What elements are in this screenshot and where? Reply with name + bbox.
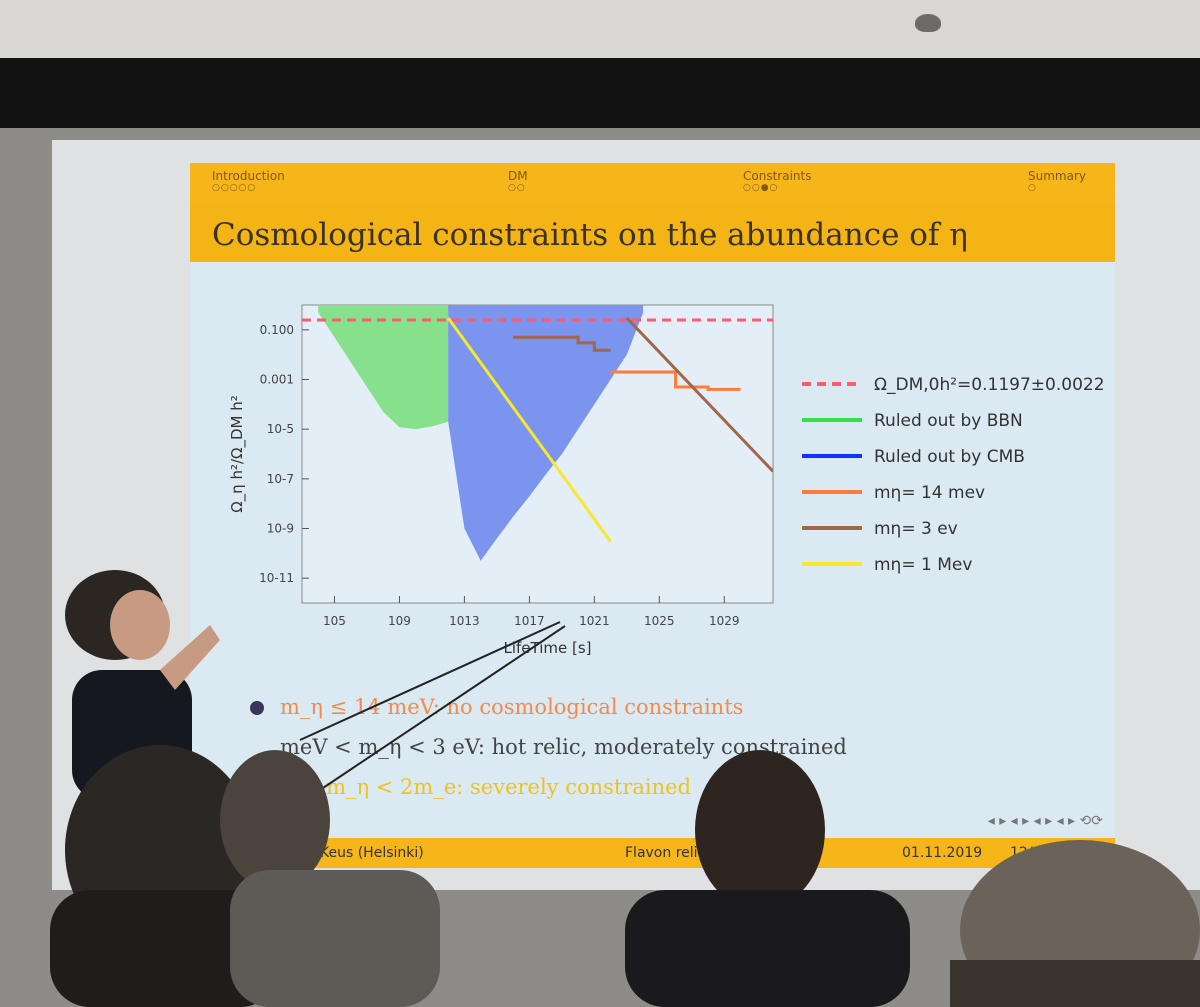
bullet-dot-icon [250, 701, 264, 715]
nav-section-constraints[interactable]: Constraints ○○●○ [743, 169, 811, 193]
nav-label: Summary [1028, 169, 1086, 183]
nav-dots: ○○●○ [743, 183, 779, 193]
nav-dots: ○○ [508, 183, 526, 193]
y-tick-label: 0.100 [260, 323, 294, 337]
y-tick-label: 10-5 [267, 422, 294, 436]
nav-label: Introduction [212, 169, 285, 183]
region-ruled-out-by-cmb [448, 305, 644, 561]
x-tick-label: 1013 [449, 614, 480, 628]
y-tick-label: 10-9 [267, 522, 294, 536]
x-tick-label: 1025 [644, 614, 675, 628]
x-tick-label: 1017 [514, 614, 545, 628]
series-line-4 [446, 317, 612, 543]
ceiling [0, 0, 1200, 60]
legend-label: mη= 3 ev [874, 519, 958, 539]
y-tick-label: 10-7 [267, 472, 294, 486]
bullet-item: V < m_η < 2m_e: severely constrained [280, 775, 692, 799]
presentation-slide: Introduction ○○○○○ DM ○○ Constraints ○○●○ S… [190, 163, 1115, 868]
nav-section-introduction[interactable]: Introduction ○○○○○ [212, 169, 285, 193]
x-tick-label: 109 [388, 614, 411, 628]
bullet-item: meV < m_η < 3 eV: hot relic, moderately … [280, 735, 847, 759]
projector-frame [0, 58, 1200, 130]
nav-section-dm[interactable]: DM ○○ [508, 169, 528, 193]
slide-nav-bar: Introduction ○○○○○ DM ○○ Constraints ○○●○ S… [190, 163, 1115, 205]
slide-footer: Keus (Helsinki) Flavon relic 01.11.2019 … [190, 838, 1115, 868]
bullet-list: m_η ≤ 14 meV: no cosmological constraint… [240, 683, 1100, 833]
series-line-3 [513, 335, 611, 352]
footer-page: 12/14 [1010, 845, 1051, 861]
x-tick-label: 105 [323, 614, 346, 628]
legend-label: mη= 14 mev [874, 483, 985, 503]
nav-label: Constraints [743, 169, 812, 183]
region-ruled-out-by-bbn [318, 305, 449, 430]
footer-talk-title: Flavon relic [625, 845, 706, 861]
abundance-chart: 105 109 1013 1017 1021 1025 1029 0.100 0.001 10-5… [228, 304, 1105, 657]
slide-title-bar: Cosmological constraints on the abundanc… [190, 205, 1115, 262]
legend-label: Ruled out by BBN [874, 411, 1023, 431]
nav-label: DM [508, 169, 528, 183]
beamer-nav-icons[interactable]: ◂ ▸ ◂ ▸ ◂ ▸ ◂ ▸ ⟲⟳ [987, 813, 1103, 829]
y-tick-label: 0.001 [260, 373, 294, 387]
slide-title: Cosmological constraints on the abundanc… [212, 217, 968, 253]
nav-section-summary[interactable]: Summary ○ [1028, 169, 1086, 193]
series-line-2 [625, 316, 773, 473]
legend-label: Ω_DM,0h²=0.1197±0.0022 [874, 375, 1105, 395]
legend-label: mη= 1 Mev [874, 555, 972, 575]
nav-dots: ○ [1028, 183, 1037, 193]
sprinkler-icon [915, 14, 941, 32]
y-tick-label: 10-11 [259, 571, 294, 585]
y-axis-label: Ω_η h²/Ω_DM h² [228, 395, 247, 513]
bullet-item: m_η ≤ 14 meV: no cosmological constraint… [280, 695, 744, 719]
footer-date: 01.11.2019 [902, 845, 983, 861]
legend-label: Ruled out by CMB [874, 447, 1025, 467]
x-axis-label: LifeTime [s] [503, 639, 591, 657]
x-tick-label: 1021 [579, 614, 610, 628]
footer-author: Keus (Helsinki) [320, 845, 424, 861]
nav-dots: ○○○○○ [212, 183, 257, 193]
x-tick-label: 1029 [709, 614, 740, 628]
